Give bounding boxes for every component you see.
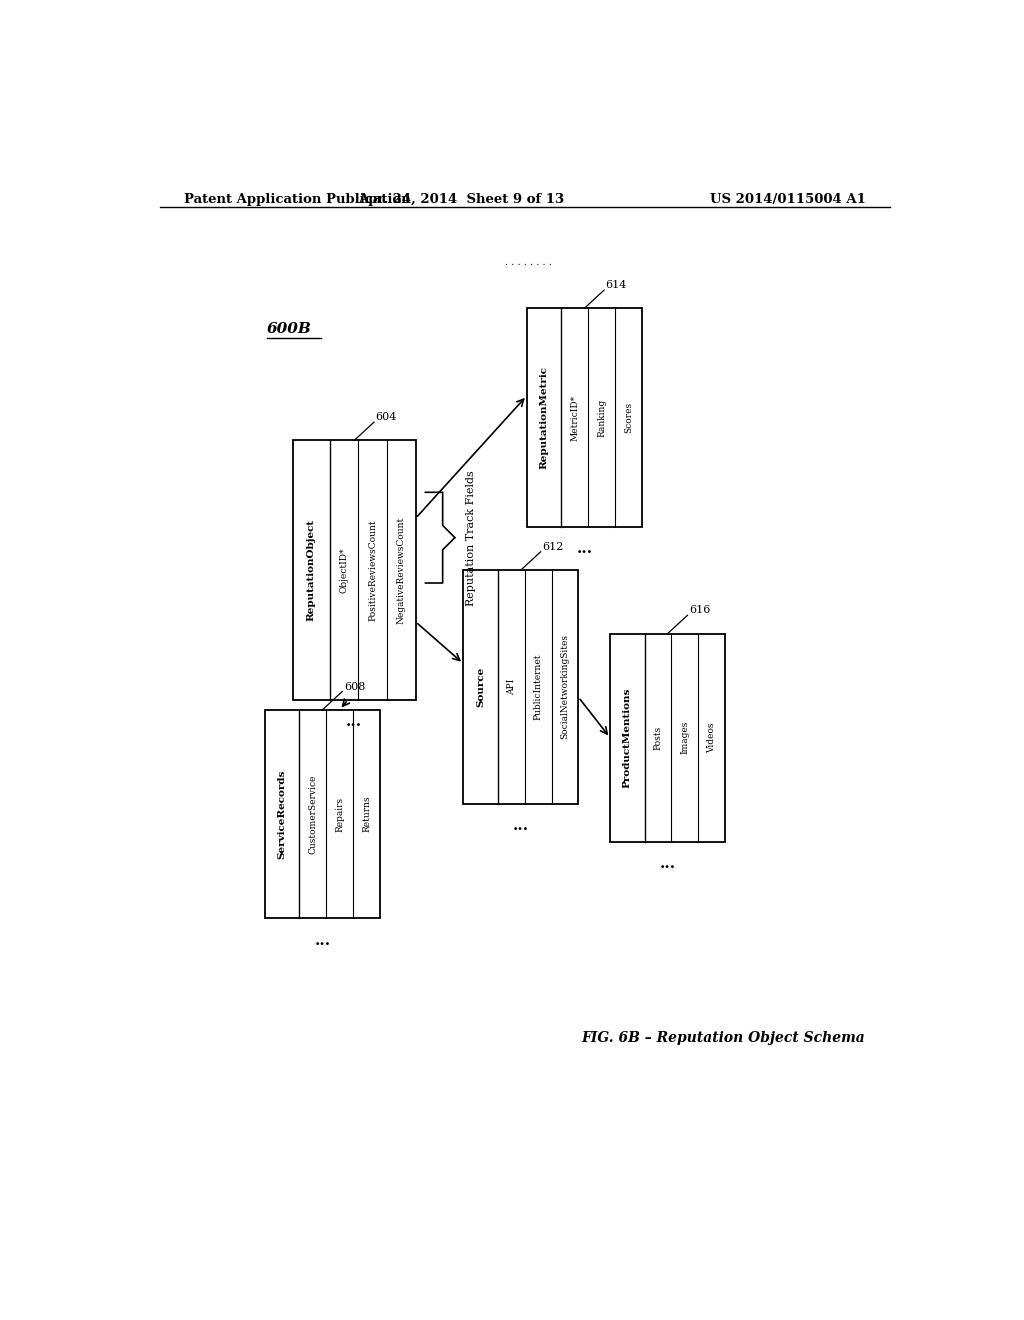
Text: Images: Images <box>680 721 689 755</box>
Text: 600B: 600B <box>267 322 311 337</box>
Text: 612: 612 <box>543 541 563 552</box>
Bar <box>526 309 642 527</box>
Text: Ranking: Ranking <box>597 399 606 437</box>
Text: ObjectID*: ObjectID* <box>339 548 348 593</box>
Text: PositiveReviewsCount: PositiveReviewsCount <box>368 519 377 620</box>
Text: Repairs: Repairs <box>335 796 344 832</box>
Text: Posts: Posts <box>653 726 663 750</box>
Text: MetricID*: MetricID* <box>570 395 580 441</box>
Text: 616: 616 <box>689 606 711 615</box>
Text: ...: ... <box>314 933 331 948</box>
Text: Returns: Returns <box>362 796 371 833</box>
Text: NegativeReviewsCount: NegativeReviewsCount <box>397 516 406 623</box>
Text: ReputationObject: ReputationObject <box>306 519 315 622</box>
Bar <box>293 441 416 700</box>
Text: Reputation Track Fields: Reputation Track Fields <box>466 470 476 606</box>
Text: SocialNetworkingSites: SocialNetworkingSites <box>560 635 569 739</box>
Text: 604: 604 <box>376 412 397 422</box>
Text: 608: 608 <box>344 681 366 692</box>
Text: ...: ... <box>513 820 528 833</box>
Text: FIG. 6B – Reputation Object Schema: FIG. 6B – Reputation Object Schema <box>582 1031 865 1044</box>
Text: API: API <box>507 678 516 696</box>
Text: US 2014/0115004 A1: US 2014/0115004 A1 <box>711 193 866 206</box>
Text: Source: Source <box>476 667 485 708</box>
Text: ...: ... <box>577 543 592 556</box>
Text: . . . . . . . .: . . . . . . . . <box>505 257 552 267</box>
Text: Patent Application Publication: Patent Application Publication <box>183 193 411 206</box>
Text: ...: ... <box>346 715 362 729</box>
Text: Scores: Scores <box>624 403 633 433</box>
Text: Videos: Videos <box>708 722 716 752</box>
Bar <box>463 570 579 804</box>
Text: ProductMentions: ProductMentions <box>623 688 632 788</box>
Text: CustomerService: CustomerService <box>308 775 317 854</box>
Bar <box>610 634 725 842</box>
Text: ReputationMetric: ReputationMetric <box>540 366 549 469</box>
Bar <box>265 710 380 919</box>
Text: ...: ... <box>659 857 676 871</box>
Text: PublicInternet: PublicInternet <box>534 653 543 721</box>
Text: ServiceRecords: ServiceRecords <box>278 770 287 859</box>
Text: Apr. 24, 2014  Sheet 9 of 13: Apr. 24, 2014 Sheet 9 of 13 <box>358 193 564 206</box>
Text: 614: 614 <box>606 280 627 290</box>
